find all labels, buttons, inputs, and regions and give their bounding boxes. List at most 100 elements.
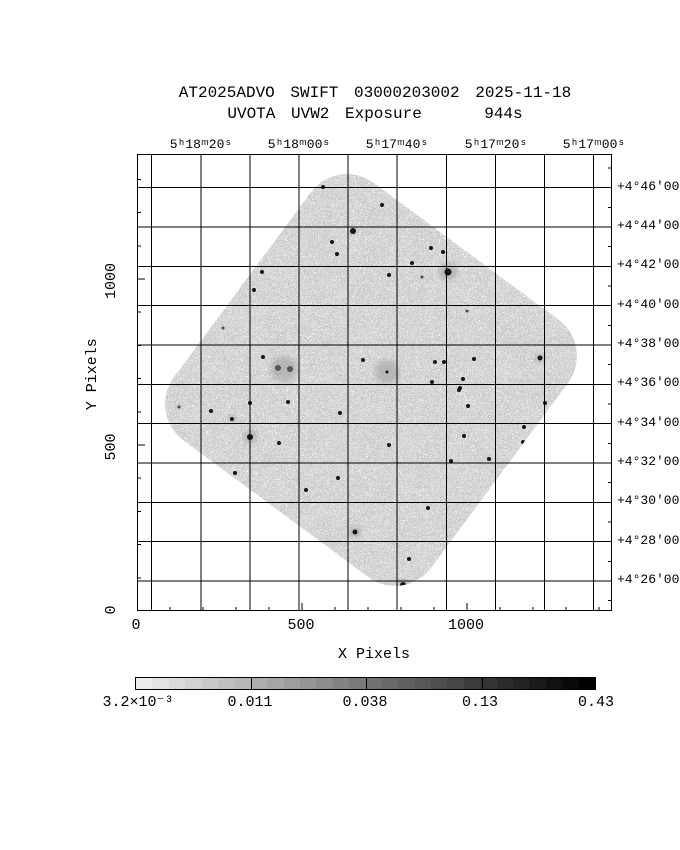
ra-tick-label: 5ʰ18ᵐ20ˢ xyxy=(169,137,233,152)
plot-area xyxy=(137,154,612,611)
point-source xyxy=(361,358,365,362)
point-source xyxy=(442,360,446,364)
point-source xyxy=(407,557,411,561)
point-source xyxy=(387,273,391,277)
point-source xyxy=(385,370,389,374)
coordinate-grid xyxy=(138,155,611,610)
point-source xyxy=(209,409,213,413)
colorbar-step xyxy=(512,678,530,689)
plot-frame-border xyxy=(137,154,612,611)
point-source xyxy=(352,529,358,535)
y-axis-title: Y Pixels xyxy=(83,338,101,411)
point-source xyxy=(410,261,414,265)
point-source xyxy=(350,228,356,234)
colorbar-gradient xyxy=(136,678,595,689)
point-source xyxy=(444,268,452,276)
dec-tick-label: +4°42'00 xyxy=(617,257,680,272)
colorbar-step xyxy=(349,678,366,689)
dec-tick-label: +4°46'00 xyxy=(617,179,680,194)
y-tick-label: 500 xyxy=(103,433,120,461)
point-source xyxy=(522,425,526,429)
colorbar-step xyxy=(545,678,563,689)
dec-tick-label: +4°38'00 xyxy=(617,336,680,351)
dec-tick-label: +4°26'00 xyxy=(617,572,680,587)
colorbar-step xyxy=(152,678,169,689)
colorbar-label: 0.43 xyxy=(577,694,614,711)
point-source xyxy=(487,457,491,461)
point-source xyxy=(221,326,225,330)
point-source xyxy=(380,203,384,207)
point-source xyxy=(449,459,453,463)
point-source xyxy=(335,252,339,256)
colorbar-label: 0.038 xyxy=(342,694,388,711)
point-source xyxy=(336,476,340,480)
point-source xyxy=(252,288,256,292)
point-source xyxy=(521,440,525,444)
ra-tick-label: 5ʰ18ᵐ00ˢ xyxy=(267,137,331,152)
dec-tick-label: +4°30'00 xyxy=(617,493,680,508)
ra-tick-label: 5ʰ17ᵐ00ˢ xyxy=(562,137,626,152)
x-tick-label: 0 xyxy=(131,617,141,634)
point-source xyxy=(321,185,325,189)
colorbar-label: 0.13 xyxy=(461,694,498,711)
colorbar-step xyxy=(168,678,186,689)
colorbar-step xyxy=(463,678,481,689)
plot-subtitle: UVOTA UVW2 Exposure 944s xyxy=(227,105,523,123)
colorbar-step xyxy=(201,678,218,689)
ra-tick-label: 5ʰ17ᵐ20ˢ xyxy=(464,137,528,152)
colorbar-step xyxy=(381,678,399,689)
dec-tick-label: +4°40'00 xyxy=(617,297,680,312)
point-source xyxy=(461,377,465,381)
colorbar-step xyxy=(447,678,464,689)
colorbar-step xyxy=(185,678,202,689)
point-source xyxy=(260,270,264,274)
point-source xyxy=(263,241,267,245)
colorbar-step xyxy=(299,678,317,689)
colorbar-step xyxy=(283,678,300,689)
point-source xyxy=(433,360,437,364)
point-source xyxy=(277,441,281,445)
colorbar-label: 3.2×10⁻³ xyxy=(102,694,174,711)
point-source xyxy=(261,355,265,359)
point-sources xyxy=(176,185,547,591)
dec-tick-label: +4°44'00 xyxy=(617,218,680,233)
colorbar-step xyxy=(332,678,350,689)
field-dark-speckle xyxy=(147,156,595,604)
colorbar-step xyxy=(480,678,497,689)
x-tick-label: 500 xyxy=(287,617,315,634)
x-axis-title: X Pixels xyxy=(337,646,410,663)
point-source xyxy=(486,497,490,501)
point-source xyxy=(426,506,430,510)
point-source xyxy=(230,417,234,421)
point-source xyxy=(338,411,342,415)
dec-tick-label: +4°32'00 xyxy=(617,454,680,469)
point-source xyxy=(472,357,476,361)
point-source xyxy=(420,275,424,279)
colorbar-step xyxy=(250,678,268,689)
point-source xyxy=(233,471,237,475)
colorbar-step xyxy=(136,678,153,689)
colorbar-step xyxy=(529,678,546,689)
point-source xyxy=(466,404,470,408)
point-source xyxy=(429,246,433,250)
point-source xyxy=(441,250,445,254)
colorbar-step xyxy=(217,678,235,689)
colorbar-step xyxy=(234,678,251,689)
point-source xyxy=(537,355,543,361)
colorbar-step xyxy=(496,678,513,689)
dec-tick-label: +4°28'00 xyxy=(617,533,680,548)
colorbar-step xyxy=(316,678,333,689)
point-source xyxy=(304,488,308,492)
point-source xyxy=(430,380,434,384)
point-source xyxy=(400,582,406,588)
point-source xyxy=(330,240,334,244)
colorbar-tick xyxy=(482,678,483,689)
x-tick-label: 1000 xyxy=(447,617,484,634)
colorbar-step xyxy=(365,678,382,689)
dec-tick-label: +4°36'00 xyxy=(617,375,680,390)
colorbar-step xyxy=(267,678,284,689)
colorbar-label: 0.011 xyxy=(227,694,273,711)
colorbar-tick xyxy=(251,678,252,689)
colorbar-step xyxy=(431,678,448,689)
